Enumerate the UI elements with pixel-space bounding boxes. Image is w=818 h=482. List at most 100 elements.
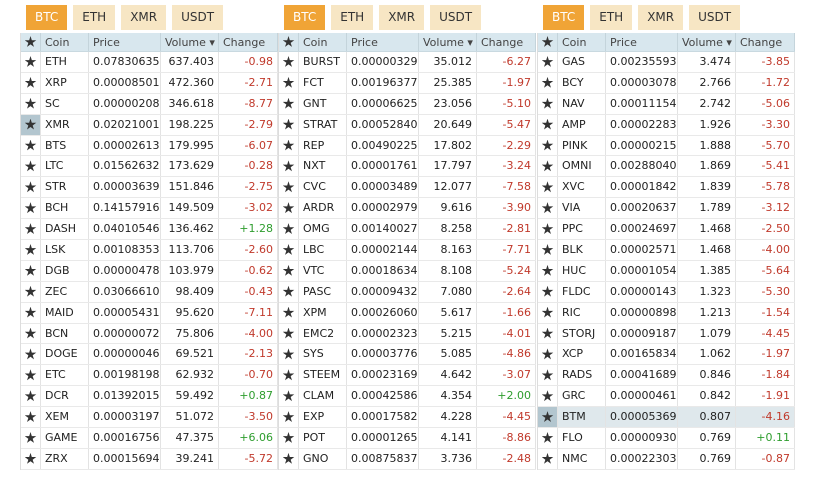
market-row[interactable]: SYS 0.00003776 5.085 -4.86 bbox=[279, 344, 536, 366]
favorite-toggle[interactable] bbox=[21, 177, 41, 198]
favorite-toggle[interactable] bbox=[279, 448, 299, 469]
favorite-toggle[interactable] bbox=[538, 281, 558, 302]
favorite-toggle[interactable] bbox=[538, 240, 558, 260]
market-row[interactable]: BCY 0.00003078 2.766 -1.72 bbox=[538, 72, 795, 94]
favorite-toggle[interactable] bbox=[538, 365, 558, 386]
market-row[interactable]: HUC 0.00001054 1.385 -5.64 bbox=[538, 260, 795, 282]
market-row[interactable]: RADS 0.00041689 0.846 -1.84 bbox=[538, 365, 795, 387]
currency-tab[interactable]: USDT bbox=[430, 5, 482, 30]
column-header[interactable]: Coin bbox=[299, 33, 347, 51]
favorite-header[interactable] bbox=[538, 33, 558, 51]
currency-tab[interactable]: XMR bbox=[121, 5, 167, 30]
column-header[interactable]: Change bbox=[736, 33, 795, 51]
market-row[interactable]: XVC 0.00001842 1.839 -5.78 bbox=[538, 177, 795, 199]
favorite-toggle[interactable] bbox=[279, 72, 299, 93]
market-row[interactable]: STRAT 0.00052840 20.649 -5.47 bbox=[279, 114, 536, 136]
favorite-toggle[interactable] bbox=[279, 135, 299, 156]
market-row[interactable]: OMNI 0.00288040 1.869 -5.41 bbox=[538, 156, 795, 178]
favorite-header[interactable] bbox=[21, 33, 41, 51]
market-row[interactable]: ZRX 0.00015694 39.241 -5.72 bbox=[21, 448, 278, 470]
favorite-toggle[interactable] bbox=[21, 448, 41, 469]
favorite-toggle[interactable] bbox=[538, 407, 558, 428]
favorite-toggle[interactable] bbox=[538, 302, 558, 323]
favorite-toggle[interactable] bbox=[538, 198, 558, 219]
currency-tab[interactable]: ETH bbox=[73, 5, 116, 30]
currency-tab[interactable]: USDT bbox=[172, 5, 224, 30]
market-row[interactable]: REP 0.00490225 17.802 -2.29 bbox=[279, 135, 536, 157]
favorite-toggle[interactable] bbox=[21, 323, 41, 344]
market-row[interactable]: VTC 0.00018634 8.108 -5.24 bbox=[279, 260, 536, 282]
market-row[interactable]: SC 0.00000208 346.618 -8.77 bbox=[21, 93, 278, 115]
favorite-toggle[interactable] bbox=[21, 260, 41, 281]
market-row[interactable]: STEEM 0.00023169 4.642 -3.07 bbox=[279, 365, 536, 387]
favorite-toggle[interactable] bbox=[538, 219, 558, 240]
favorite-toggle[interactable] bbox=[21, 219, 41, 240]
market-row[interactable]: GNO 0.00875837 3.736 -2.48 bbox=[279, 448, 536, 470]
favorite-toggle[interactable] bbox=[279, 302, 299, 323]
favorite-toggle[interactable] bbox=[279, 281, 299, 302]
market-row[interactable]: DGB 0.00000478 103.979 -0.62 bbox=[21, 260, 278, 282]
favorite-toggle[interactable] bbox=[279, 344, 299, 365]
market-row[interactable]: XPM 0.00026060 5.617 -1.66 bbox=[279, 302, 536, 324]
market-row[interactable]: PINK 0.00000215 1.888 -5.70 bbox=[538, 135, 795, 157]
favorite-toggle[interactable] bbox=[279, 407, 299, 428]
market-row[interactable]: LTC 0.01562632 173.629 -0.28 bbox=[21, 156, 278, 178]
market-row[interactable]: DASH 0.04010546 136.462 +1.28 bbox=[21, 219, 278, 241]
favorite-toggle[interactable] bbox=[279, 260, 299, 281]
favorite-toggle[interactable] bbox=[21, 114, 41, 135]
column-header[interactable]: Price bbox=[347, 33, 419, 51]
favorite-toggle[interactable] bbox=[538, 72, 558, 93]
market-row[interactable]: NXT 0.00001761 17.797 -3.24 bbox=[279, 156, 536, 178]
market-row[interactable]: XMR 0.02021001 198.225 -2.79 bbox=[21, 114, 278, 136]
favorite-toggle[interactable] bbox=[21, 302, 41, 323]
market-row[interactable]: BTS 0.00002613 179.995 -6.07 bbox=[21, 135, 278, 157]
favorite-toggle[interactable] bbox=[538, 386, 558, 407]
favorite-toggle[interactable] bbox=[21, 52, 41, 72]
market-row[interactable]: BCN 0.00000072 75.806 -4.00 bbox=[21, 323, 278, 345]
market-row[interactable]: GRC 0.00000461 0.842 -1.91 bbox=[538, 386, 795, 408]
market-row[interactable]: MAID 0.00005431 95.620 -7.11 bbox=[21, 302, 278, 324]
column-header[interactable]: Change bbox=[477, 33, 536, 51]
market-row[interactable]: LSK 0.00108353 113.706 -2.60 bbox=[21, 240, 278, 261]
market-row[interactable]: ETH 0.07830635 637.403 -0.98 bbox=[21, 52, 278, 73]
favorite-toggle[interactable] bbox=[21, 365, 41, 386]
favorite-toggle[interactable] bbox=[279, 219, 299, 240]
currency-tab[interactable]: ETH bbox=[590, 5, 633, 30]
market-row[interactable]: ETC 0.00198198 62.932 -0.70 bbox=[21, 365, 278, 387]
market-row[interactable]: XCP 0.00165834 1.062 -1.97 bbox=[538, 344, 795, 366]
market-row[interactable]: FLO 0.00000930 0.769 +0.11 bbox=[538, 428, 795, 449]
favorite-toggle[interactable] bbox=[21, 72, 41, 93]
market-row[interactable]: RIC 0.00000898 1.213 -1.54 bbox=[538, 302, 795, 324]
favorite-toggle[interactable] bbox=[279, 240, 299, 260]
favorite-toggle[interactable] bbox=[21, 281, 41, 302]
market-row[interactable]: GNT 0.00006625 23.056 -5.10 bbox=[279, 93, 536, 115]
favorite-toggle[interactable] bbox=[21, 407, 41, 428]
favorite-toggle[interactable] bbox=[279, 386, 299, 407]
market-row[interactable]: NAV 0.00011154 2.742 -5.06 bbox=[538, 93, 795, 115]
column-header[interactable]: Price bbox=[89, 33, 161, 51]
column-header[interactable]: Volume ▾ bbox=[678, 33, 736, 51]
market-row[interactable]: ARDR 0.00002979 9.616 -3.90 bbox=[279, 198, 536, 220]
market-row[interactable]: BLK 0.00002571 1.468 -4.00 bbox=[538, 240, 795, 261]
market-row[interactable]: POT 0.00001265 4.141 -8.86 bbox=[279, 428, 536, 449]
favorite-toggle[interactable] bbox=[279, 93, 299, 114]
favorite-toggle[interactable] bbox=[21, 344, 41, 365]
favorite-toggle[interactable] bbox=[279, 198, 299, 219]
column-header[interactable]: Volume ▾ bbox=[161, 33, 219, 51]
market-row[interactable]: FCT 0.00196377 25.385 -1.97 bbox=[279, 72, 536, 94]
column-header[interactable]: Coin bbox=[41, 33, 89, 51]
market-row[interactable]: ZEC 0.03066610 98.409 -0.43 bbox=[21, 281, 278, 303]
favorite-toggle[interactable] bbox=[21, 428, 41, 448]
market-row[interactable]: GAS 0.00235593 3.474 -3.85 bbox=[538, 52, 795, 73]
market-row[interactable]: DOGE 0.00000046 69.521 -2.13 bbox=[21, 344, 278, 366]
market-row[interactable]: EXP 0.00017582 4.228 -4.45 bbox=[279, 407, 536, 429]
market-row[interactable]: LBC 0.00002144 8.163 -7.71 bbox=[279, 240, 536, 261]
favorite-toggle[interactable] bbox=[538, 114, 558, 135]
favorite-toggle[interactable] bbox=[21, 240, 41, 260]
favorite-toggle[interactable] bbox=[538, 428, 558, 448]
market-row[interactable]: BURST 0.00000329 35.012 -6.27 bbox=[279, 52, 536, 73]
currency-tab[interactable]: BTC bbox=[543, 5, 585, 30]
market-row[interactable]: GAME 0.00016756 47.375 +6.06 bbox=[21, 428, 278, 449]
favorite-toggle[interactable] bbox=[538, 135, 558, 156]
favorite-toggle[interactable] bbox=[538, 52, 558, 72]
